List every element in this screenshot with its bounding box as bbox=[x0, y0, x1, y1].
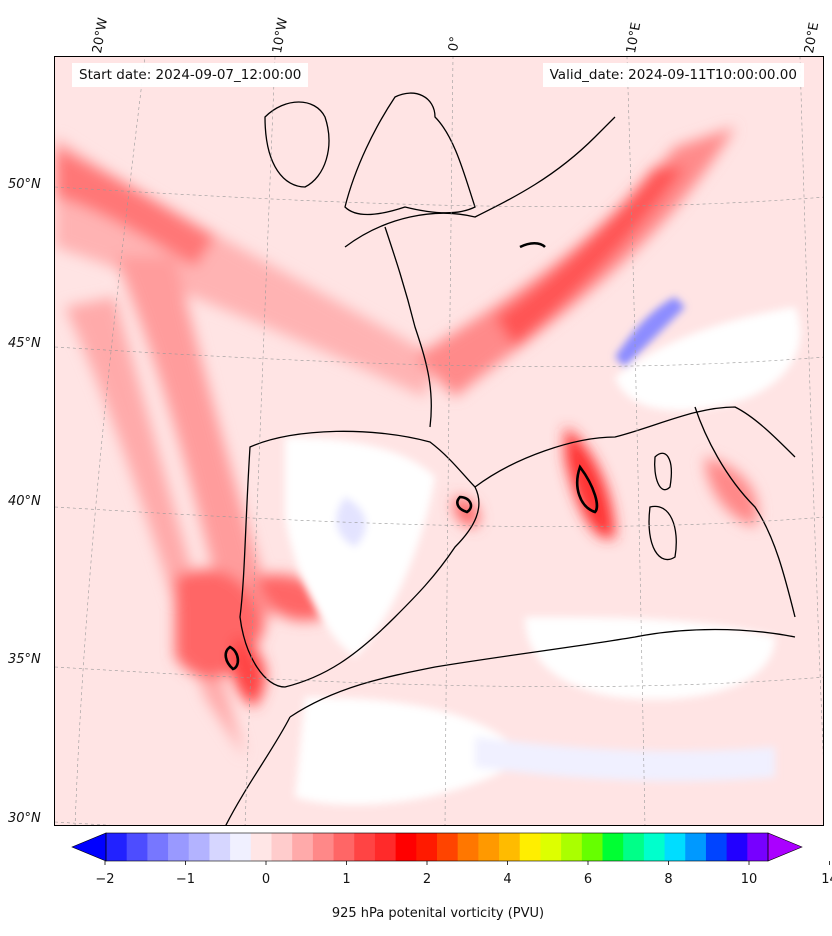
colorbar-segment bbox=[623, 833, 645, 861]
lat-label-40n: 40°N bbox=[8, 494, 41, 509]
pv-contours bbox=[224, 241, 599, 671]
colorbar-tick-label: 8 bbox=[664, 872, 673, 887]
colorbar-tick-marks bbox=[104, 861, 830, 865]
colorbar-segment bbox=[126, 833, 148, 861]
colorbar-segment bbox=[581, 833, 604, 861]
lat-label-45n: 45°N bbox=[8, 336, 41, 351]
colorbar-segment bbox=[478, 833, 500, 861]
pv-field bbox=[55, 127, 758, 757]
colorbar-segment bbox=[519, 833, 542, 861]
colorbar-segment bbox=[230, 833, 252, 861]
pv-low-areas bbox=[285, 297, 801, 805]
colorbar-outline bbox=[105, 832, 769, 862]
colorbar-segment bbox=[333, 833, 355, 861]
colorbar-tick-label: 1 bbox=[342, 872, 351, 887]
colorbar-segment bbox=[312, 833, 335, 861]
valid-date-label: Valid_date: 2024-09-11T10:00:00.00 bbox=[542, 63, 804, 87]
colorbar-tick-label: −2 bbox=[95, 872, 115, 887]
colorbar-segment bbox=[188, 833, 211, 861]
colorbar-segment bbox=[395, 833, 417, 861]
colorbar-left-arrow bbox=[71, 832, 107, 862]
colorbar-segment bbox=[416, 833, 438, 861]
map-panel bbox=[54, 56, 824, 826]
colorbar-tick-label: 0 bbox=[261, 872, 271, 887]
colorbar-tick-label: 4 bbox=[503, 872, 512, 887]
lat-label-50n: 50°N bbox=[8, 177, 41, 192]
colorbar-segment bbox=[209, 833, 231, 861]
colorbar-segment bbox=[705, 833, 728, 861]
coastlines bbox=[225, 92, 796, 825]
start-date-label: Start date: 2024-09-07_12:00:00 bbox=[72, 63, 309, 87]
pv-map bbox=[55, 57, 823, 825]
colorbar-segment bbox=[292, 833, 314, 861]
colorbar-segment bbox=[374, 833, 397, 861]
graticule bbox=[55, 57, 823, 825]
lat-label-30n: 30°N bbox=[8, 811, 41, 826]
colorbar-segment bbox=[602, 833, 624, 861]
colorbar-segment bbox=[726, 833, 748, 861]
colorbar-segment bbox=[747, 833, 769, 861]
colorbar-segment bbox=[168, 833, 190, 861]
colorbar-title: 925 hPa potenital vorticity (PVU) bbox=[331, 906, 545, 921]
colorbar-tick-label: 14 bbox=[821, 872, 832, 887]
colorbar-segment bbox=[643, 833, 666, 861]
colorbar-segment bbox=[437, 833, 459, 861]
colorbar-right-arrow bbox=[767, 832, 803, 862]
colorbar-segment bbox=[664, 833, 686, 861]
colorbar-segment bbox=[106, 833, 128, 861]
colorbar-segment bbox=[354, 833, 376, 861]
colorbar-segment bbox=[685, 833, 707, 861]
colorbar-tick-label: 2 bbox=[422, 872, 432, 887]
colorbar-segment bbox=[147, 833, 169, 861]
colorbar-segment bbox=[499, 833, 521, 861]
colorbar-segment bbox=[561, 833, 583, 861]
colorbar-segments bbox=[106, 833, 769, 861]
colorbar-segment bbox=[271, 833, 293, 861]
colorbar-tick-label: 10 bbox=[740, 872, 758, 887]
colorbar-segment bbox=[540, 833, 562, 861]
colorbar-tick-label: −1 bbox=[175, 872, 196, 887]
colorbar-segment bbox=[457, 833, 479, 861]
colorbar-segment bbox=[250, 833, 273, 861]
lat-label-35n: 35°N bbox=[8, 652, 41, 667]
colorbar-tick-label: 6 bbox=[583, 872, 593, 887]
